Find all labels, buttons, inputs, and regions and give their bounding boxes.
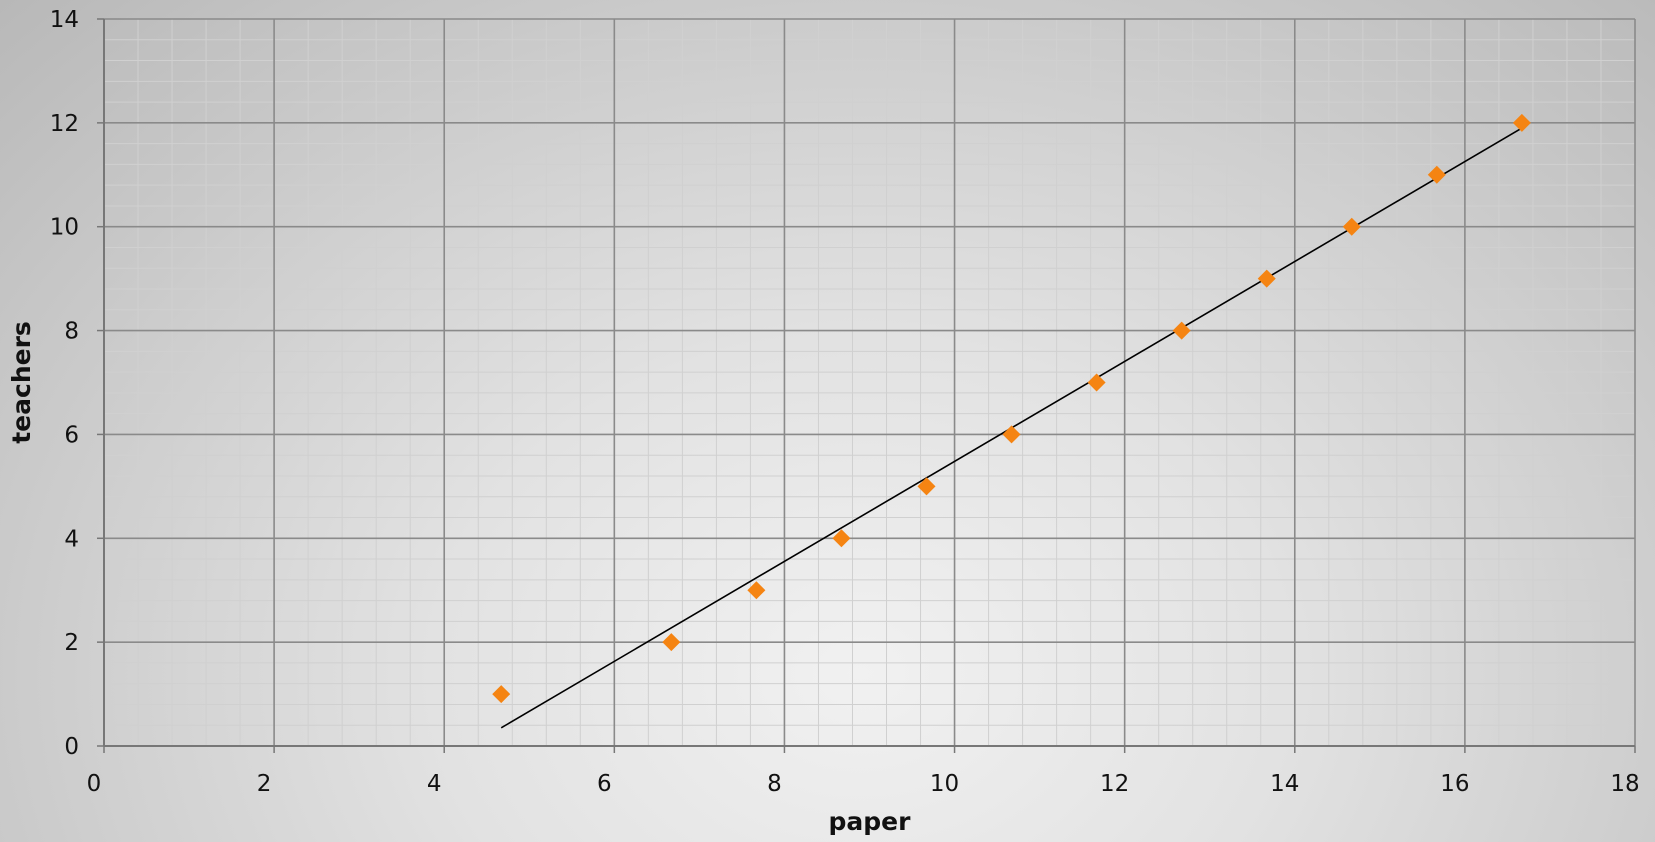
y-axis-title: teachers	[7, 321, 36, 444]
y-tick-label: 12	[50, 111, 79, 137]
x-tick-label: 10	[930, 771, 959, 797]
data-point	[1172, 321, 1191, 340]
x-tick-label: 4	[427, 771, 442, 797]
data-points	[492, 113, 1531, 704]
y-tick-label: 14	[50, 7, 79, 33]
x-tick-label: 6	[597, 771, 612, 797]
data-point	[1512, 113, 1531, 132]
x-tick-label: 16	[1440, 771, 1469, 797]
minor-gridlines	[103, 18, 1636, 747]
y-tick-label: 6	[64, 422, 79, 448]
data-point	[1257, 269, 1276, 288]
x-tick-label: 12	[1100, 771, 1129, 797]
data-point	[662, 633, 681, 652]
x-axis-title: paper	[829, 807, 912, 836]
data-point	[1427, 165, 1446, 184]
x-axis-tick-labels: 0 2 4 6 8 10 12 14 16 18	[87, 771, 1640, 797]
y-tick-label: 4	[64, 526, 79, 552]
y-tick-label: 10	[50, 215, 79, 241]
data-point	[917, 477, 936, 496]
data-point	[747, 581, 766, 600]
data-point	[1342, 217, 1361, 236]
data-point	[1087, 373, 1106, 392]
data-point	[492, 685, 511, 704]
major-gridlines	[103, 18, 1636, 747]
axes	[97, 18, 1636, 753]
x-tick-label: 14	[1270, 771, 1299, 797]
y-tick-label: 0	[64, 734, 79, 760]
x-tick-label: 0	[87, 771, 102, 797]
data-point	[832, 529, 851, 548]
y-tick-label: 2	[64, 630, 79, 656]
x-tick-label: 2	[257, 771, 272, 797]
x-tick-label: 8	[767, 771, 782, 797]
x-tick-label: 18	[1610, 771, 1639, 797]
data-point	[1002, 425, 1021, 444]
y-tick-label: 8	[64, 319, 79, 345]
y-axis-tick-labels: 0 2 4 6 8 10 12 14	[50, 7, 79, 760]
